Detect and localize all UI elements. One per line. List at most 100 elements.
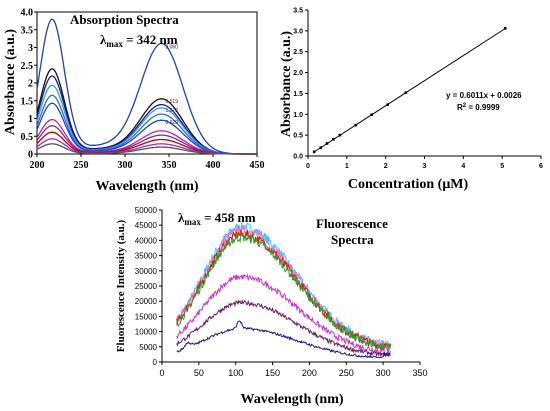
calibration-x-ticks: 0 1 2 3 4 5 6 — [306, 156, 543, 170]
fluorescence-y-label: Fluorescence Intensity (a.u.) — [115, 219, 127, 352]
calibration-y-tick-label: 1.5 — [293, 91, 303, 98]
fluorescence-lambda-symbol: λ — [178, 210, 185, 225]
calibration-y-tick-label: 1.0 — [293, 112, 303, 119]
calibration-point — [325, 142, 329, 145]
fluorescence-y-ticks: 0 5000 10000 15000 20000 25000 30000 35000 40000… — [135, 206, 162, 367]
absorption-x-ticks: 200 250 300 350 400 450 — [30, 154, 265, 171]
absorption-title: Absorption Spectra — [70, 12, 179, 27]
calibration-point — [331, 138, 335, 141]
calibration-point — [338, 133, 342, 137]
calibration-r-prefix: R — [457, 103, 463, 112]
fluorescence-y-tick-label: 25000 — [135, 282, 158, 291]
fluorescence-lambda-annotation: λmax = 458 nm — [178, 210, 256, 227]
calibration-point — [503, 27, 507, 30]
absorption-y-tick-label: 0.5 — [21, 132, 34, 143]
calibration-equation: y = 0.6011x + 0.0026 — [446, 91, 522, 100]
absorption-y-tick-label: 3.5 — [21, 25, 34, 36]
calibration-r-sup: 2 — [463, 103, 467, 109]
fluorescence-y-tick-label: 15000 — [135, 312, 158, 321]
absorption-y-tick-label: 3 — [28, 43, 33, 54]
calibration-y-tick-label: 0.5 — [293, 133, 303, 140]
absorption-peak-labels: 3.060 1.519 1.272 0.929 — [165, 44, 178, 126]
absorption-x-tick-label: 450 — [250, 160, 265, 171]
fluorescence-chart: 0 50 100 150 200 250 300 350 0 5000 10000 15000 200… — [115, 206, 428, 407]
absorption-y-ticks: 0 0.5 1 1.5 2 2.5 3 3.5 4.0 — [21, 8, 37, 161]
fluorescence-y-tick-label: 45000 — [135, 221, 158, 230]
calibration-y-ticks: 0.0 0.5 1.0 1.5 2.0 2.5 3.0 3.5 — [293, 8, 308, 161]
fluorescence-series-line-2 — [176, 224, 391, 352]
absorption-y-tick-label: 1 — [28, 114, 33, 125]
fluorescence-x-label: Wavelength (nm) — [240, 392, 343, 407]
absorption-x-tick-label: 350 — [162, 160, 177, 171]
calibration-r-squared: R2 = 0.9999 — [457, 103, 500, 112]
absorption-x-label: Wavelength (nm) — [95, 179, 198, 194]
calibration-x-tick-label: 4 — [461, 163, 465, 170]
calibration-series — [312, 27, 507, 154]
fluorescence-x-tick-label: 50 — [194, 368, 204, 378]
fluorescence-x-tick-label: 150 — [265, 368, 280, 378]
calibration-y-tick-label: 3.0 — [293, 28, 303, 35]
absorption-peak-label: 0.929 — [165, 120, 178, 126]
fluorescence-y-tick-label: 30000 — [135, 267, 158, 276]
fluorescence-y-tick-label: 0 — [153, 358, 158, 367]
calibration-x-tick-label: 5 — [500, 163, 504, 170]
calibration-x-tick-label: 2 — [384, 163, 388, 170]
absorption-series-line-1 — [36, 18, 257, 155]
absorption-peak-label: 1.519 — [165, 99, 178, 105]
calibration-point — [370, 113, 373, 117]
absorption-lambda-annotation: λmax = 342 nm — [100, 32, 178, 49]
calibration-point — [404, 91, 408, 94]
fluorescence-y-tick-label: 35000 — [135, 252, 158, 261]
calibration-y-label: Absorbance (a.u.) — [279, 31, 294, 138]
calibration-y-tick-label: 3.5 — [293, 8, 303, 15]
absorption-y-tick-label: 0 — [28, 150, 33, 161]
absorption-series-line-11 — [36, 143, 257, 155]
absorption-y-tick-label: 4.0 — [21, 8, 34, 19]
fluorescence-title: Fluorescence Spectra — [316, 216, 391, 247]
fluorescence-series-line-6 — [176, 298, 391, 358]
calibration-x-tick-label: 1 — [345, 163, 349, 170]
calibration-x-tick-label: 3 — [423, 163, 427, 170]
calibration-x-tick-label: 6 — [539, 163, 543, 170]
absorption-y-tick-label: 1.5 — [21, 96, 34, 107]
calibration-y-tick-label: 2.0 — [293, 70, 303, 77]
fluorescence-series-group — [176, 221, 391, 359]
fluorescence-y-tick-label: 5000 — [139, 343, 157, 352]
absorption-chart: 200 250 300 350 400 450 0 0.5 1 1.5 2 2.5 3 3.5 4.0 3… — [3, 8, 265, 195]
calibration-r-value: = 0.9999 — [466, 103, 500, 112]
absorption-lambda-sub: max — [106, 39, 123, 49]
absorption-lambda-value: = 342 nm — [123, 32, 178, 47]
fluorescence-y-tick-label: 40000 — [135, 236, 158, 245]
fluorescence-y-tick-label: 20000 — [135, 297, 158, 306]
absorption-y-label: Absorbance (a.u.) — [3, 29, 18, 136]
absorption-x-tick-label: 300 — [118, 160, 133, 171]
fluorescence-x-tick-label: 300 — [376, 368, 391, 378]
calibration-point — [386, 103, 389, 106]
calibration-x-label: Concentration (μM) — [348, 177, 469, 192]
fluorescence-x-tick-label: 350 — [412, 368, 427, 378]
calibration-point — [312, 150, 316, 154]
fluorescence-series-line-4 — [176, 231, 391, 352]
absorption-x-tick-label: 200 — [30, 160, 45, 171]
fluorescence-x-tick-label: 0 — [159, 368, 164, 378]
absorption-peak-label: 3.060 — [165, 44, 178, 50]
calibration-point — [319, 146, 323, 149]
fluorescence-x-tick-label: 250 — [339, 368, 354, 378]
fluorescence-x-tick-label: 200 — [302, 368, 317, 378]
fluorescence-lambda-sub: max — [184, 217, 201, 227]
fluorescence-series-line-5 — [176, 273, 391, 356]
calibration-fit-line — [313, 28, 506, 153]
fluorescence-title-line-2: Spectra — [331, 232, 374, 247]
absorption-peak-label: 1.272 — [165, 108, 178, 114]
absorption-x-tick-label: 400 — [206, 160, 221, 171]
calibration-y-tick-label: 2.5 — [293, 49, 303, 56]
fluorescence-lambda-value: = 458 nm — [201, 210, 256, 225]
calibration-y-tick-label: 0.0 — [293, 154, 303, 161]
calibration-x-tick-label: 0 — [306, 163, 310, 170]
calibration-point — [354, 123, 358, 127]
absorption-series-group — [36, 18, 257, 155]
fluorescence-y-tick-label: 50000 — [135, 206, 158, 215]
calibration-chart: 0 1 2 3 4 5 6 0.0 0.5 1.0 1.5 2.0 2.5 3.0 3.5 y = 0.6… — [279, 8, 543, 193]
fluorescence-series-line-7 — [176, 320, 391, 359]
